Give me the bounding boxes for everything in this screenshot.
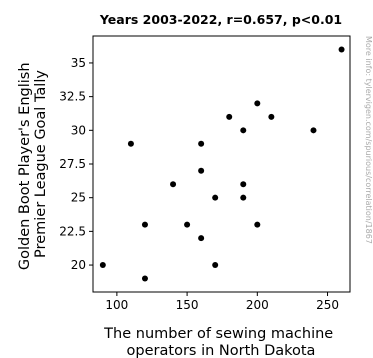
data-point	[240, 127, 247, 134]
data-point	[170, 181, 177, 188]
x-axis-label: The number of sewing machine operators i…	[103, 326, 338, 358]
x-tick-label: 150	[176, 298, 199, 312]
data-point	[198, 167, 205, 174]
plot-area: 100 150 200 250 20 22.5 25 27.5 30 32.5 35	[59, 35, 351, 312]
x-axis-label-line-1: The number of sewing machine	[103, 326, 333, 342]
y-axis-label-line-1: Golden Boot Player's English	[17, 62, 33, 270]
y-tick-label: 22.5	[59, 224, 86, 238]
y-axis-label: Golden Boot Player's English Premier Lea…	[17, 58, 49, 270]
data-point	[99, 262, 106, 269]
data-point	[198, 140, 205, 147]
x-axis: 100 150 200 250	[105, 292, 339, 312]
x-axis-label-line-2: operators in North Dakota	[127, 343, 316, 358]
data-point	[127, 140, 134, 147]
y-tick-label: 35	[71, 56, 86, 70]
watermark-text: More info: tylervigen.com/spurious/corre…	[364, 36, 373, 244]
x-tick-label: 200	[246, 298, 269, 312]
y-tick-label: 20	[71, 258, 86, 272]
data-point	[240, 194, 247, 201]
y-axis-label-line-2: Premier League Goal Tally	[33, 70, 49, 258]
data-point	[254, 221, 261, 228]
y-tick-label: 27.5	[59, 157, 86, 171]
chart-title: Years 2003-2022, r=0.657, p<0.01	[99, 12, 342, 27]
y-tick-label: 30	[71, 123, 86, 137]
data-point	[198, 235, 205, 242]
x-tick-label: 250	[316, 298, 339, 312]
y-tick-label: 32.5	[59, 90, 86, 104]
data-point	[226, 113, 233, 120]
data-point	[212, 262, 219, 269]
x-tick-label: 100	[105, 298, 128, 312]
data-point	[212, 194, 219, 201]
y-tick-label: 25	[71, 191, 86, 205]
data-point	[310, 127, 317, 134]
data-point	[338, 46, 345, 53]
data-points	[99, 46, 345, 282]
data-point	[268, 113, 275, 120]
data-point	[141, 221, 148, 228]
y-axis: 20 22.5 25 27.5 30 32.5 35	[59, 56, 93, 272]
data-point	[141, 275, 148, 282]
data-point	[254, 100, 261, 107]
data-point	[240, 181, 247, 188]
data-point	[184, 221, 191, 228]
